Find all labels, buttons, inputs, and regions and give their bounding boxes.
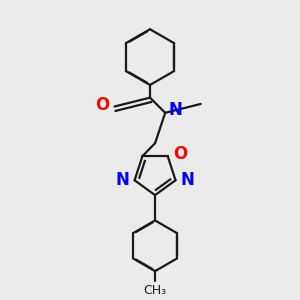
Text: CH₃: CH₃ xyxy=(143,284,167,297)
Text: N: N xyxy=(168,101,182,119)
Text: N: N xyxy=(116,171,130,189)
Text: O: O xyxy=(95,96,109,114)
Text: O: O xyxy=(173,145,187,163)
Text: N: N xyxy=(181,171,194,189)
